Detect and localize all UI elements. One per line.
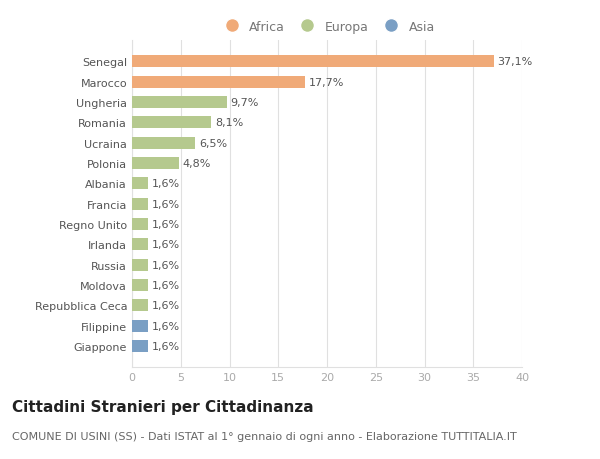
Bar [132,157,179,170]
Text: 1,6%: 1,6% [151,260,179,270]
Text: 1,6%: 1,6% [151,321,179,331]
Text: 1,6%: 1,6% [151,179,179,189]
Bar [132,218,148,230]
Bar [132,97,227,109]
Bar [132,198,148,210]
Text: 1,6%: 1,6% [151,240,179,250]
Bar [132,117,211,129]
Bar [132,280,148,291]
Text: 1,6%: 1,6% [151,301,179,311]
Bar [132,178,148,190]
Legend: Africa, Europa, Asia: Africa, Europa, Asia [217,18,437,36]
Text: 4,8%: 4,8% [182,159,211,168]
Text: 8,1%: 8,1% [215,118,243,128]
Bar [132,56,494,68]
Text: 37,1%: 37,1% [497,57,533,67]
Text: 1,6%: 1,6% [151,199,179,209]
Bar [132,340,148,353]
Bar [132,259,148,271]
Text: 9,7%: 9,7% [230,98,259,108]
Bar [132,76,305,89]
Bar [132,300,148,312]
Text: 17,7%: 17,7% [308,78,344,88]
Text: 1,6%: 1,6% [151,341,179,351]
Bar [132,320,148,332]
Text: 1,6%: 1,6% [151,280,179,291]
Text: COMUNE DI USINI (SS) - Dati ISTAT al 1° gennaio di ogni anno - Elaborazione TUTT: COMUNE DI USINI (SS) - Dati ISTAT al 1° … [12,431,517,442]
Bar [132,137,196,150]
Text: 6,5%: 6,5% [199,139,227,148]
Bar [132,239,148,251]
Text: 1,6%: 1,6% [151,219,179,230]
Text: Cittadini Stranieri per Cittadinanza: Cittadini Stranieri per Cittadinanza [12,399,314,414]
